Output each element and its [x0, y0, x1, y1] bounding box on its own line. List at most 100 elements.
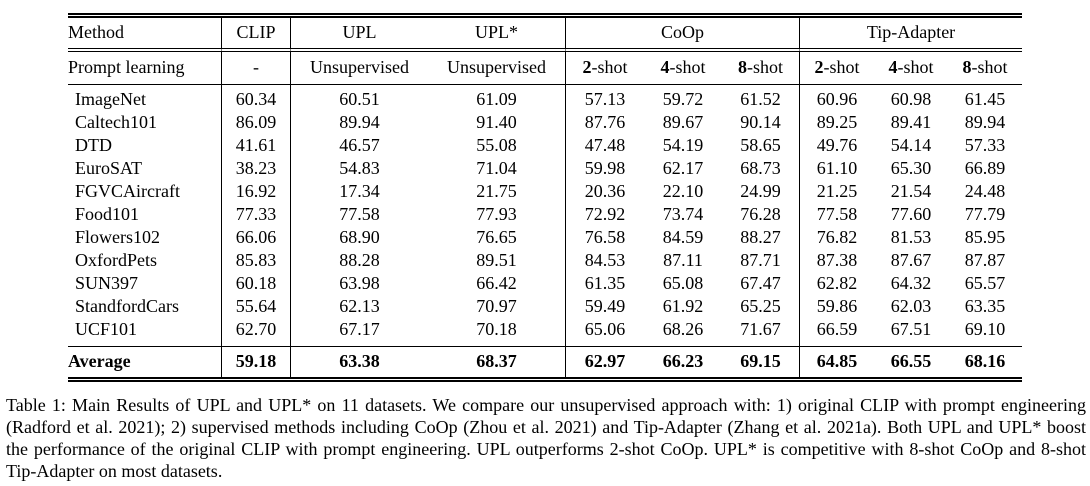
header-upl: UPL — [291, 18, 428, 52]
table-row: DTD 41.61 46.57 55.08 47.48 54.19 58.65 49.76 54… — [68, 134, 1022, 157]
score-cell: 77.33 — [222, 203, 291, 226]
shot-suffix: -shot — [747, 57, 783, 77]
average-score-cell: 66.23 — [644, 346, 722, 377]
header-tip-adapter-group: Tip-Adapter — [800, 18, 1023, 52]
score-cell: 88.28 — [339, 250, 380, 270]
score-cell: 63.35 — [964, 296, 1006, 316]
header-clip: CLIP — [222, 18, 291, 52]
dataset-name: UCF101 — [68, 318, 222, 346]
score-cell: 89.94 — [964, 112, 1006, 132]
shot-suffix: -shot — [971, 57, 1008, 77]
score-cell: 76.28 — [722, 203, 800, 226]
score-cell: 60.98 — [890, 89, 932, 109]
table-body: ImageNet 60.34 60.51 61.09 57.13 59.72 61.52 60… — [68, 85, 1022, 346]
score-cell: 59.72 — [662, 89, 704, 109]
score-cell: 61.09 — [428, 85, 566, 111]
score-cell: 65.08 — [662, 273, 704, 293]
subheader-prompt-learning: Prompt learning — [68, 52, 222, 85]
score-cell: 62.82 — [816, 273, 858, 293]
score-cell: 62.03 — [890, 296, 932, 316]
dataset-name: ImageNet — [68, 85, 222, 111]
shot-suffix: -shot — [669, 57, 706, 77]
dataset-name: SUN397 — [68, 272, 222, 295]
average-label: Average — [68, 346, 222, 377]
score-cell: 70.97 — [428, 295, 566, 318]
score-cell: 89.94 — [339, 112, 380, 132]
dataset-name: DTD — [68, 134, 222, 157]
subheader-tip-4shot: 4-shot — [874, 52, 948, 85]
table-subheader-row: Prompt learning - Unsupervised Unsupervi… — [68, 52, 1023, 85]
score-cell: 73.74 — [662, 204, 704, 224]
table-row: EuroSAT 38.23 54.83 71.04 59.98 62.17 68.73 61.… — [68, 157, 1022, 180]
subheader-coop-8shot: 8-shot — [722, 52, 800, 85]
score-cell: 54.14 — [890, 135, 932, 155]
header-upl-star: UPL* — [428, 18, 566, 52]
subheader-tip-2shot: 2-shot — [800, 52, 874, 85]
score-cell: 68.90 — [339, 227, 380, 247]
results-table: Method CLIP UPL UPL* CoOp Tip-Adapter Pr… — [68, 13, 1023, 382]
score-cell: 71.67 — [722, 318, 800, 346]
score-cell: 21.25 — [816, 181, 858, 201]
score-cell: 63.98 — [339, 273, 380, 293]
score-cell: 68.26 — [662, 319, 704, 339]
dataset-name: FGVCAircraft — [68, 180, 222, 203]
score-cell: 47.48 — [584, 135, 626, 155]
dataset-name: OxfordPets — [68, 249, 222, 272]
score-cell: 66.06 — [222, 226, 291, 249]
score-cell: 67.17 — [339, 319, 380, 339]
score-cell: 16.92 — [222, 180, 291, 203]
score-cell: 62.13 — [339, 296, 380, 316]
shot-number: 4 — [660, 57, 670, 77]
average-score-cell: 62.97 — [566, 346, 644, 377]
score-cell: 62.17 — [662, 158, 704, 178]
score-cell: 59.86 — [816, 296, 858, 316]
table-footer: Average 59.18 63.38 68.37 62.97 66.23 69.15 64.… — [68, 346, 1023, 377]
score-cell: 60.18 — [222, 272, 291, 295]
score-cell: 85.95 — [964, 227, 1006, 247]
score-cell: 77.60 — [890, 204, 932, 224]
table-row: ImageNet 60.34 60.51 61.09 57.13 59.72 61.52 60… — [68, 85, 1022, 111]
score-cell: 69.10 — [964, 319, 1006, 339]
score-cell: 88.27 — [722, 226, 800, 249]
shot-suffix: -shot — [591, 57, 628, 77]
score-cell: 77.58 — [816, 204, 858, 224]
table-row: UCF101 62.70 67.17 70.18 65.06 68.26 71.67 66.5… — [68, 318, 1022, 346]
table-row: Flowers102 66.06 68.90 76.65 76.58 84.59 88.27… — [68, 226, 1022, 249]
score-cell: 61.92 — [662, 296, 704, 316]
table-row: OxfordPets 85.83 88.28 89.51 84.53 87.11 87.71… — [68, 249, 1022, 272]
score-cell: 84.53 — [584, 250, 626, 270]
score-cell: 60.34 — [222, 85, 291, 111]
score-cell: 59.49 — [584, 296, 626, 316]
score-cell: 58.65 — [722, 134, 800, 157]
score-cell: 68.73 — [722, 157, 800, 180]
table-header-row: Method CLIP UPL UPL* CoOp Tip-Adapter — [68, 18, 1023, 52]
score-cell: 41.61 — [222, 134, 291, 157]
score-cell: 66.89 — [964, 158, 1006, 178]
average-score-cell: 68.16 — [948, 346, 1023, 377]
header-coop-group: CoOp — [566, 18, 800, 52]
score-cell: 89.67 — [662, 112, 704, 132]
shot-number: 4 — [888, 57, 898, 77]
score-cell: 87.67 — [890, 250, 932, 270]
shot-suffix: -shot — [823, 57, 860, 77]
score-cell: 71.04 — [428, 157, 566, 180]
average-score-cell: 68.37 — [428, 346, 566, 377]
shot-number: 2 — [582, 57, 592, 77]
score-cell: 87.71 — [722, 249, 800, 272]
subheader-upl-unsupervised: Unsupervised — [291, 52, 428, 85]
shot-number: 2 — [814, 57, 824, 77]
score-cell: 61.10 — [816, 158, 858, 178]
shot-suffix: -shot — [897, 57, 934, 77]
score-cell: 81.53 — [890, 227, 932, 247]
score-cell: 66.59 — [816, 319, 858, 339]
dataset-name: Food101 — [68, 203, 222, 226]
score-cell: 20.36 — [584, 181, 626, 201]
score-cell: 49.76 — [816, 135, 858, 155]
score-cell: 24.48 — [964, 181, 1006, 201]
score-cell: 46.57 — [339, 135, 380, 155]
shot-number: 8 — [962, 57, 972, 77]
score-cell: 90.14 — [722, 111, 800, 134]
score-cell: 87.38 — [816, 250, 858, 270]
score-cell: 87.87 — [964, 250, 1006, 270]
